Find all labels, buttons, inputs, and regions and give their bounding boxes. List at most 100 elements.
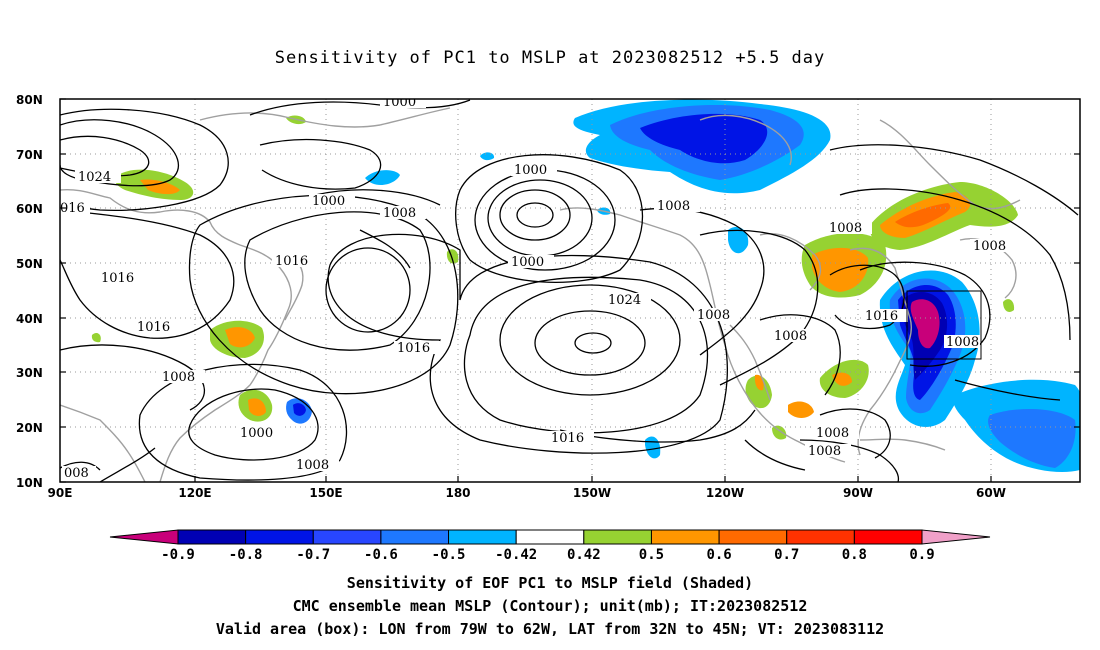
contour-labels: 1000 1024 016 1000 1008 1000 1000 1008 1… (60, 95, 1016, 481)
contour-label-item: 1000 (237, 426, 283, 441)
contour-label-item: 1024 (75, 170, 121, 185)
map-title: Sensitivity of PC1 to MSLP at 2023082512… (274, 48, 826, 68)
svg-text:1008: 1008 (774, 329, 807, 344)
colorbar-label: 0.7 (774, 547, 799, 563)
contour-label-item: 1008 (805, 444, 851, 459)
svg-text:1008: 1008 (657, 199, 690, 214)
svg-text:1000: 1000 (312, 194, 345, 209)
contour-label-item: 1016 (394, 341, 440, 356)
grid-lines (60, 99, 1080, 482)
lat-label: 20N (16, 421, 43, 435)
lat-label: 40N (16, 312, 43, 326)
colorbar-segment (515, 529, 585, 545)
lat-label: 50N (16, 257, 43, 271)
colorbar-label: -0.6 (364, 547, 398, 563)
svg-text:1000: 1000 (511, 255, 544, 270)
contour-label-item: 1008 (694, 308, 740, 323)
svg-text:1008: 1008 (162, 370, 195, 385)
svg-text:1008: 1008 (946, 335, 979, 350)
contour-label-item: 1008 (813, 426, 859, 441)
svg-text:1008: 1008 (697, 308, 730, 323)
svg-text:1016: 1016 (397, 341, 430, 356)
lon-label: 120W (706, 486, 744, 500)
colorbar-segment (853, 529, 923, 545)
colorbar-label: 0.5 (639, 547, 664, 563)
contour-label-item: 008 (62, 466, 96, 481)
colorbar-label: 0.6 (706, 547, 731, 563)
svg-text:1000: 1000 (514, 163, 547, 178)
contour-label-item: 1000 (309, 194, 355, 209)
mslp-contours (60, 99, 1079, 482)
longitude-labels: 90E 120E 150E 180 150W 120W 90W 60W (48, 486, 1006, 500)
svg-text:1008: 1008 (383, 206, 416, 221)
colorbar-label: -0.42 (495, 547, 537, 563)
latitude-labels: 80N 70N 60N 50N 40N 30N 20N 10N (16, 93, 43, 490)
colorbar-segment (921, 529, 991, 545)
colorbar-segment (786, 529, 855, 545)
axis-ticks (60, 98, 1080, 483)
colorbar-label: 0.42 (567, 547, 601, 563)
colorbar-label: -0.8 (229, 547, 263, 563)
svg-text:1016: 1016 (101, 271, 134, 286)
svg-text:1008: 1008 (808, 444, 841, 459)
contour-label-item: 1008 (380, 206, 426, 221)
footer-line-2: CMC ensemble mean MSLP (Contour); unit(m… (292, 597, 808, 615)
contour-label-item: 1000 (511, 163, 557, 178)
lon-label: 90W (843, 486, 873, 500)
colorbar: -0.9 -0.8 -0.7 -0.6 -0.5 -0.42 0.42 0.5 0.6 0.7 0.… (109, 529, 991, 563)
colorbar-segment (109, 529, 179, 545)
colorbar-segment (583, 529, 652, 545)
contour-label-item: 016 (60, 201, 90, 216)
lon-label: 150E (309, 486, 342, 500)
contour-label-item: 1008 (293, 458, 339, 473)
contour-label-item: 1016 (548, 431, 594, 446)
svg-text:1008: 1008 (973, 239, 1006, 254)
lon-label: 120E (178, 486, 211, 500)
svg-text:1024: 1024 (608, 293, 641, 308)
lat-label: 70N (16, 148, 43, 162)
contour-label-item: 1016 (272, 254, 318, 269)
contour-label-item: 1016 (98, 271, 144, 286)
contour-label-item: 1000 (380, 95, 426, 110)
contour-label-item: 1008 (944, 335, 980, 350)
footer-line-1: Sensitivity of EOF PC1 to MSLP field (Sh… (346, 574, 754, 592)
lon-label: 180 (445, 486, 470, 500)
colorbar-segment (312, 529, 382, 545)
svg-text:1016: 1016 (865, 309, 898, 324)
colorbar-label: -0.5 (432, 547, 466, 563)
svg-text:1008: 1008 (816, 426, 849, 441)
sensitivity-shading (91, 99, 1080, 472)
colorbar-segment (650, 529, 720, 545)
lat-label: 80N (16, 93, 43, 107)
colorbar-label: 0.8 (842, 547, 867, 563)
contour-label-item: 1016 (134, 320, 180, 335)
svg-text:1000: 1000 (383, 95, 416, 110)
contour-label-item: 1008 (826, 221, 872, 236)
footer-line-3: Valid area (box): LON from 79W to 62W, L… (215, 620, 885, 638)
contour-label-item: 1008 (159, 370, 205, 385)
contour-label-item: 1008 (970, 239, 1016, 254)
lat-label: 60N (16, 202, 43, 216)
lon-label: 90E (48, 486, 73, 500)
contour-label-item: 1024 (605, 293, 651, 308)
lat-label: 30N (16, 366, 43, 380)
plot-frame (59, 98, 1081, 483)
svg-text:016: 016 (60, 201, 85, 216)
svg-text:1008: 1008 (296, 458, 329, 473)
colorbar-label: -0.9 (161, 547, 195, 563)
svg-text:1016: 1016 (137, 320, 170, 335)
svg-text:1016: 1016 (275, 254, 308, 269)
colorbar-label: -0.7 (296, 547, 330, 563)
lon-label: 60W (976, 486, 1006, 500)
svg-text:1008: 1008 (829, 221, 862, 236)
colorbar-segment (177, 529, 247, 545)
colorbar-segment (380, 529, 450, 545)
svg-text:1024: 1024 (78, 170, 111, 185)
svg-text:1000: 1000 (240, 426, 273, 441)
contour-label-item: 1016 (862, 309, 908, 324)
svg-text:1016: 1016 (551, 431, 584, 446)
colorbar-segment (718, 529, 788, 545)
valid-area-box (906, 290, 982, 360)
contour-label-item: 1008 (654, 199, 700, 214)
